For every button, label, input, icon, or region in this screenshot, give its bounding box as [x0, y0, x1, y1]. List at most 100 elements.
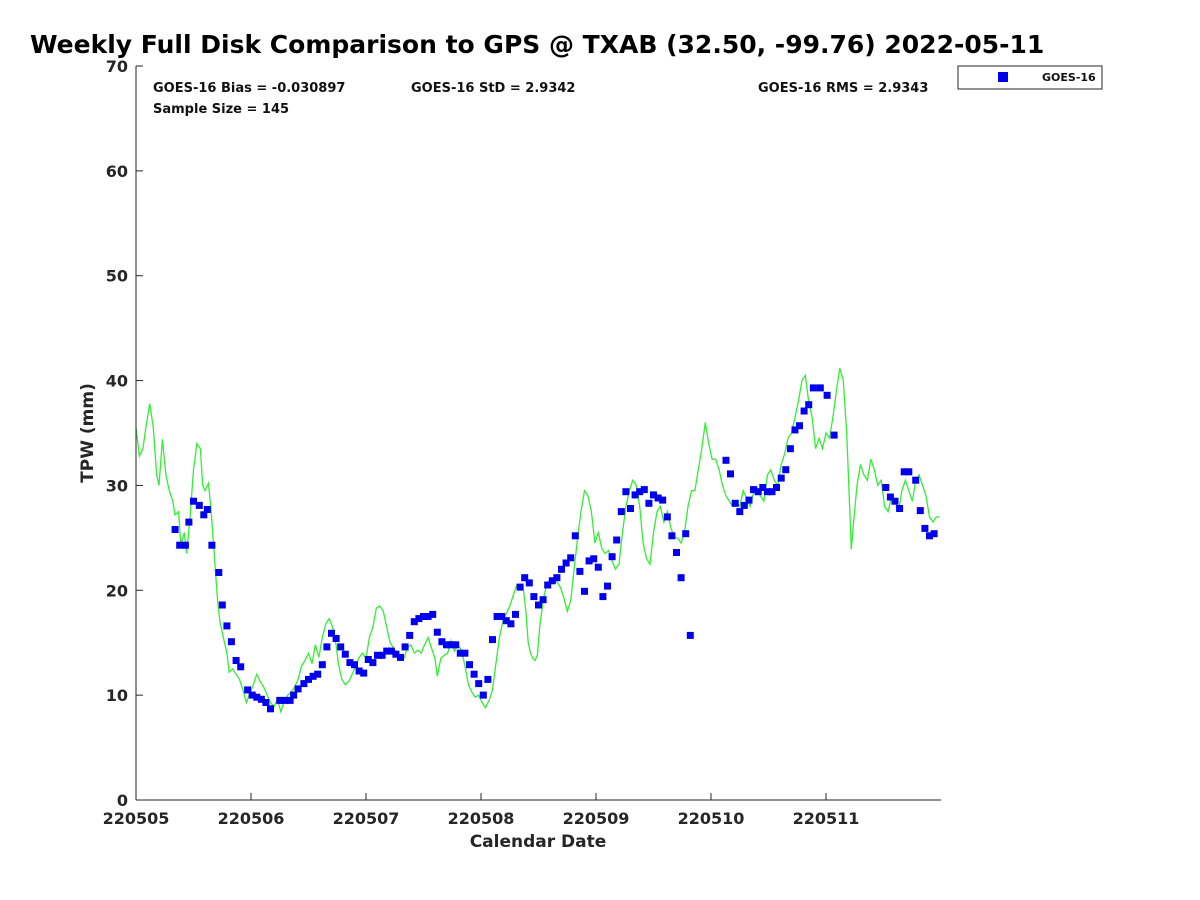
- goes-point: [410, 618, 418, 626]
- stats-annotations: GOES-16 Bias = -0.030897 GOES-16 StD = 2…: [153, 81, 928, 117]
- goes-point: [548, 577, 556, 585]
- goes-point: [535, 601, 542, 609]
- goes-point: [782, 466, 790, 474]
- goes-point: [745, 496, 753, 504]
- goes-point: [900, 468, 908, 476]
- goes-point: [773, 484, 780, 491]
- goes-point: [622, 488, 630, 496]
- goes-point: [571, 532, 579, 540]
- y-tick-label: 30: [106, 476, 128, 495]
- goes-point: [530, 593, 538, 601]
- y-tick-label: 60: [106, 162, 128, 181]
- x-tick-label: 220505: [103, 809, 170, 828]
- y-tick-label: 50: [106, 267, 128, 286]
- goes-point: [613, 536, 621, 544]
- chart-title: Weekly Full Disk Comparison to GPS @ TXA…: [30, 30, 1045, 59]
- goes-point: [489, 636, 496, 644]
- goes-point: [456, 649, 464, 657]
- x-tick-label: 220511: [793, 809, 860, 828]
- goes-point: [516, 583, 524, 591]
- goes-point: [645, 499, 653, 507]
- goes-point: [208, 541, 216, 549]
- sample-size-stat: Sample Size = 145: [153, 102, 289, 117]
- goes-point: [429, 610, 437, 618]
- goes-point: [237, 663, 245, 671]
- goes-point: [466, 661, 473, 669]
- goes-point: [294, 685, 302, 693]
- x-tick-label: 220506: [218, 809, 285, 828]
- goes-point: [364, 656, 372, 663]
- x-tick-label: 220509: [563, 809, 630, 828]
- goes-point: [830, 431, 838, 439]
- goes-point: [677, 574, 685, 582]
- goes-point: [604, 582, 611, 590]
- goes-point: [392, 650, 400, 658]
- goes-point: [750, 486, 757, 494]
- goes-point: [905, 468, 913, 476]
- goes-point: [387, 647, 395, 655]
- goes-point: [223, 622, 231, 630]
- goes-point: [447, 641, 455, 649]
- goes-point: [218, 601, 226, 609]
- goes-point: [640, 486, 648, 494]
- goes-point: [171, 526, 179, 533]
- goes-point: [318, 661, 326, 669]
- goes-point: [346, 659, 354, 667]
- y-tick-label: 20: [106, 581, 128, 600]
- goes-point: [232, 657, 240, 664]
- goes-point: [203, 506, 211, 513]
- goes-point: [383, 647, 391, 655]
- goes-point: [452, 641, 460, 649]
- goes-point: [378, 651, 386, 659]
- y-tick-label: 70: [106, 57, 128, 76]
- goes-point: [525, 579, 533, 587]
- goes-point: [185, 518, 193, 526]
- goes-point: [805, 401, 813, 409]
- rms-stat: GOES-16 RMS = 2.9343: [758, 81, 928, 96]
- goes-point: [882, 484, 890, 491]
- goes-point: [768, 488, 776, 496]
- goes-point: [754, 488, 762, 496]
- goes-point: [731, 499, 739, 507]
- legend-label-goes: GOES-16: [1042, 71, 1096, 84]
- goes-point: [406, 631, 414, 639]
- x-tick-label: 220507: [333, 809, 400, 828]
- goes-point: [424, 613, 432, 620]
- goes-point: [512, 610, 519, 618]
- goes-point: [276, 696, 284, 704]
- bias-stat: GOES-16 Bias = -0.030897: [153, 81, 345, 96]
- axes: 0 10 20 30 40 50 60 70 220505 220506 220507 220508 2…: [103, 57, 941, 828]
- goes-point: [553, 574, 561, 582]
- goes-point: [891, 497, 899, 505]
- goes-point: [253, 693, 261, 701]
- goes-point: [921, 524, 929, 532]
- goes-point: [369, 659, 377, 667]
- goes-point: [479, 691, 487, 699]
- goes-point: [337, 643, 345, 651]
- goes-point: [631, 491, 639, 499]
- goes-series: [171, 384, 938, 713]
- goes-point: [682, 530, 690, 538]
- goes-point: [341, 650, 349, 658]
- goes-point: [539, 596, 547, 604]
- goes-point: [896, 505, 904, 512]
- goes-point: [498, 613, 506, 620]
- goes-point: [562, 559, 570, 567]
- goes-point: [323, 643, 331, 651]
- goes-point: [886, 493, 894, 501]
- goes-point: [507, 620, 515, 628]
- goes-point: [290, 691, 298, 699]
- y-tick-label: 40: [106, 372, 128, 391]
- goes-point: [617, 508, 625, 516]
- goes-point: [305, 675, 312, 683]
- goes-point: [200, 511, 208, 519]
- std-stat: GOES-16 StD = 2.9342: [411, 81, 575, 96]
- y-tick-label: 0: [117, 791, 128, 810]
- goes-point: [740, 501, 748, 509]
- goes-point: [800, 407, 808, 415]
- goes-point: [309, 672, 317, 680]
- goes-point: [227, 638, 235, 646]
- goes-point: [257, 695, 265, 703]
- goes-point: [581, 587, 588, 595]
- goes-point: [521, 574, 529, 582]
